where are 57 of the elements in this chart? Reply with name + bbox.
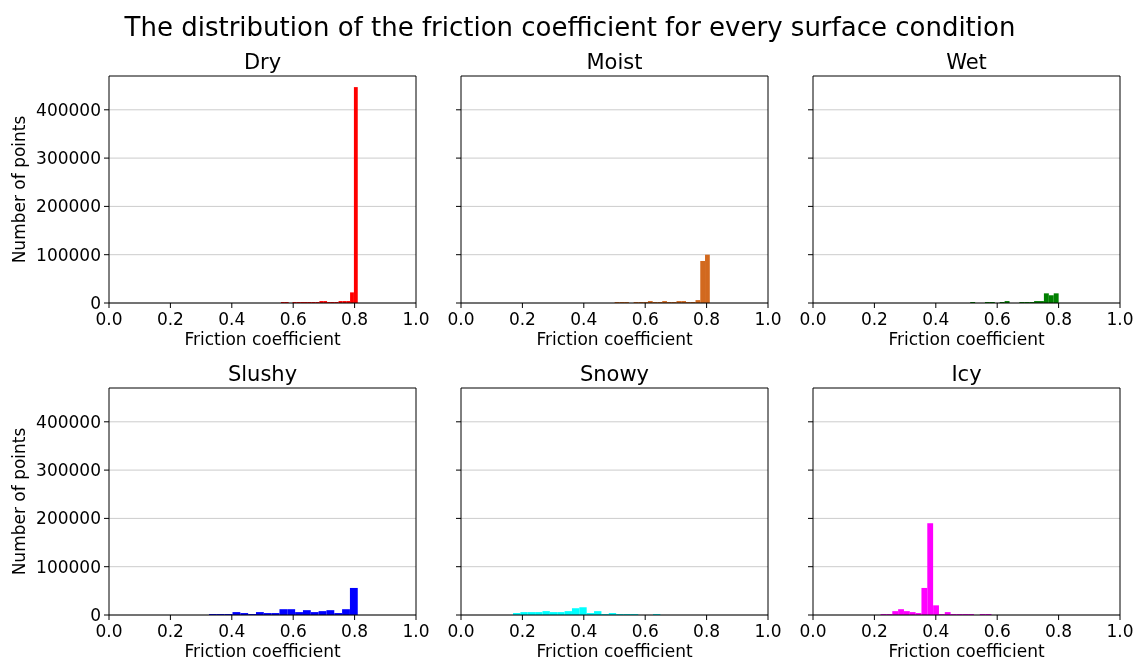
x-tick-label: 0.4 <box>570 309 598 329</box>
x-tick-label: 0.4 <box>218 621 246 641</box>
x-tick-label: 0.8 <box>693 309 721 329</box>
x-tick-label: 1.0 <box>754 621 782 641</box>
x-tick-label: 0.4 <box>570 621 598 641</box>
y-tick-label: 100000 <box>36 556 101 577</box>
y-tick-label: 400000 <box>36 99 101 120</box>
text: The distribution of the friction coefficient for every surface condition <box>123 12 1017 42</box>
x-axis-title: Friction coefficient <box>184 641 341 661</box>
x-tick-label: 0.0 <box>447 621 475 641</box>
x-tick-label: 0.6 <box>983 309 1011 329</box>
y-tick-label: 200000 <box>36 508 101 529</box>
x-tick-label: 0.2 <box>508 621 536 641</box>
x-tick-label: 0.0 <box>447 309 475 329</box>
x-tick-label: 1.0 <box>754 309 782 329</box>
chart-title: Snowy <box>578 362 651 386</box>
x-axis-title: Friction coefficient <box>536 329 693 349</box>
x-tick-label: 0.2 <box>508 309 536 329</box>
x-tick-label: 1.0 <box>1106 309 1134 329</box>
x-tick-label: 1.0 <box>1106 621 1134 641</box>
x-tick-label: 1.0 <box>402 309 430 329</box>
x-tick-label: 0.6 <box>631 309 659 329</box>
y-tick-label: 200000 <box>36 196 101 217</box>
y-axis-title: Number of points <box>9 427 29 576</box>
x-tick-label: 0.8 <box>341 621 369 641</box>
x-axis-title: Friction coefficient <box>184 329 341 349</box>
y-tick-label: 400000 <box>36 411 101 432</box>
chart-title: Wet <box>945 50 988 74</box>
chart-title: Icy <box>950 362 983 386</box>
x-tick-label: 0.2 <box>156 309 184 329</box>
x-axis-title: Friction coefficient <box>888 329 1045 349</box>
x-tick-label: 1.0 <box>402 621 430 641</box>
x-tick-label: 0.8 <box>1045 309 1073 329</box>
x-tick-label: 0.4 <box>922 621 950 641</box>
x-tick-label: 0.0 <box>799 621 827 641</box>
y-tick-label: 300000 <box>36 460 101 481</box>
x-axis-title: Friction coefficient <box>888 641 1045 661</box>
x-tick-label: 0.2 <box>860 621 888 641</box>
chart-title: Slushy <box>226 362 299 386</box>
x-tick-label: 0.6 <box>631 621 659 641</box>
x-tick-label: 0.4 <box>218 309 246 329</box>
x-tick-label: 0.6 <box>279 309 307 329</box>
x-tick-label: 0.8 <box>693 621 721 641</box>
chart-title: Moist <box>585 50 644 74</box>
x-tick-label: 0.4 <box>922 309 950 329</box>
x-tick-label: 0.8 <box>341 309 369 329</box>
y-axis-title: Number of points <box>9 115 29 264</box>
x-tick-label: 0.2 <box>156 621 184 641</box>
x-tick-label: 0.0 <box>799 309 827 329</box>
x-axis-title: Friction coefficient <box>536 641 693 661</box>
x-tick-label: 0.6 <box>983 621 1011 641</box>
y-tick-label: 100000 <box>36 244 101 265</box>
x-tick-label: 0.2 <box>860 309 888 329</box>
x-tick-label: 0.8 <box>1045 621 1073 641</box>
chart-title: Dry <box>242 50 283 74</box>
x-tick-label: 0.6 <box>279 621 307 641</box>
y-tick-label: 300000 <box>36 148 101 169</box>
